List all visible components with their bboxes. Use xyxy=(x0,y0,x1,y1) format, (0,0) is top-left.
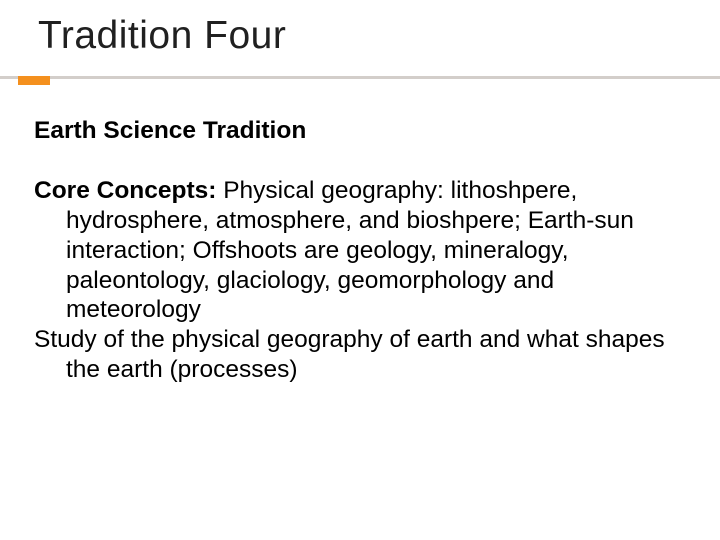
slide-body: Earth Science Tradition Core Concepts: P… xyxy=(34,116,688,385)
slide: Tradition Four Earth Science Tradition C… xyxy=(0,0,720,540)
title-rule-gray xyxy=(0,76,720,79)
core-concepts-paragraph: Core Concepts: Physical geography: litho… xyxy=(34,176,688,325)
title-rule-orange-accent xyxy=(18,76,50,85)
core-concepts-label: Core Concepts: xyxy=(34,177,223,204)
subtitle: Earth Science Tradition xyxy=(34,116,688,146)
slide-title: Tradition Four xyxy=(38,14,286,58)
study-paragraph: Study of the physical geography of earth… xyxy=(34,325,688,385)
